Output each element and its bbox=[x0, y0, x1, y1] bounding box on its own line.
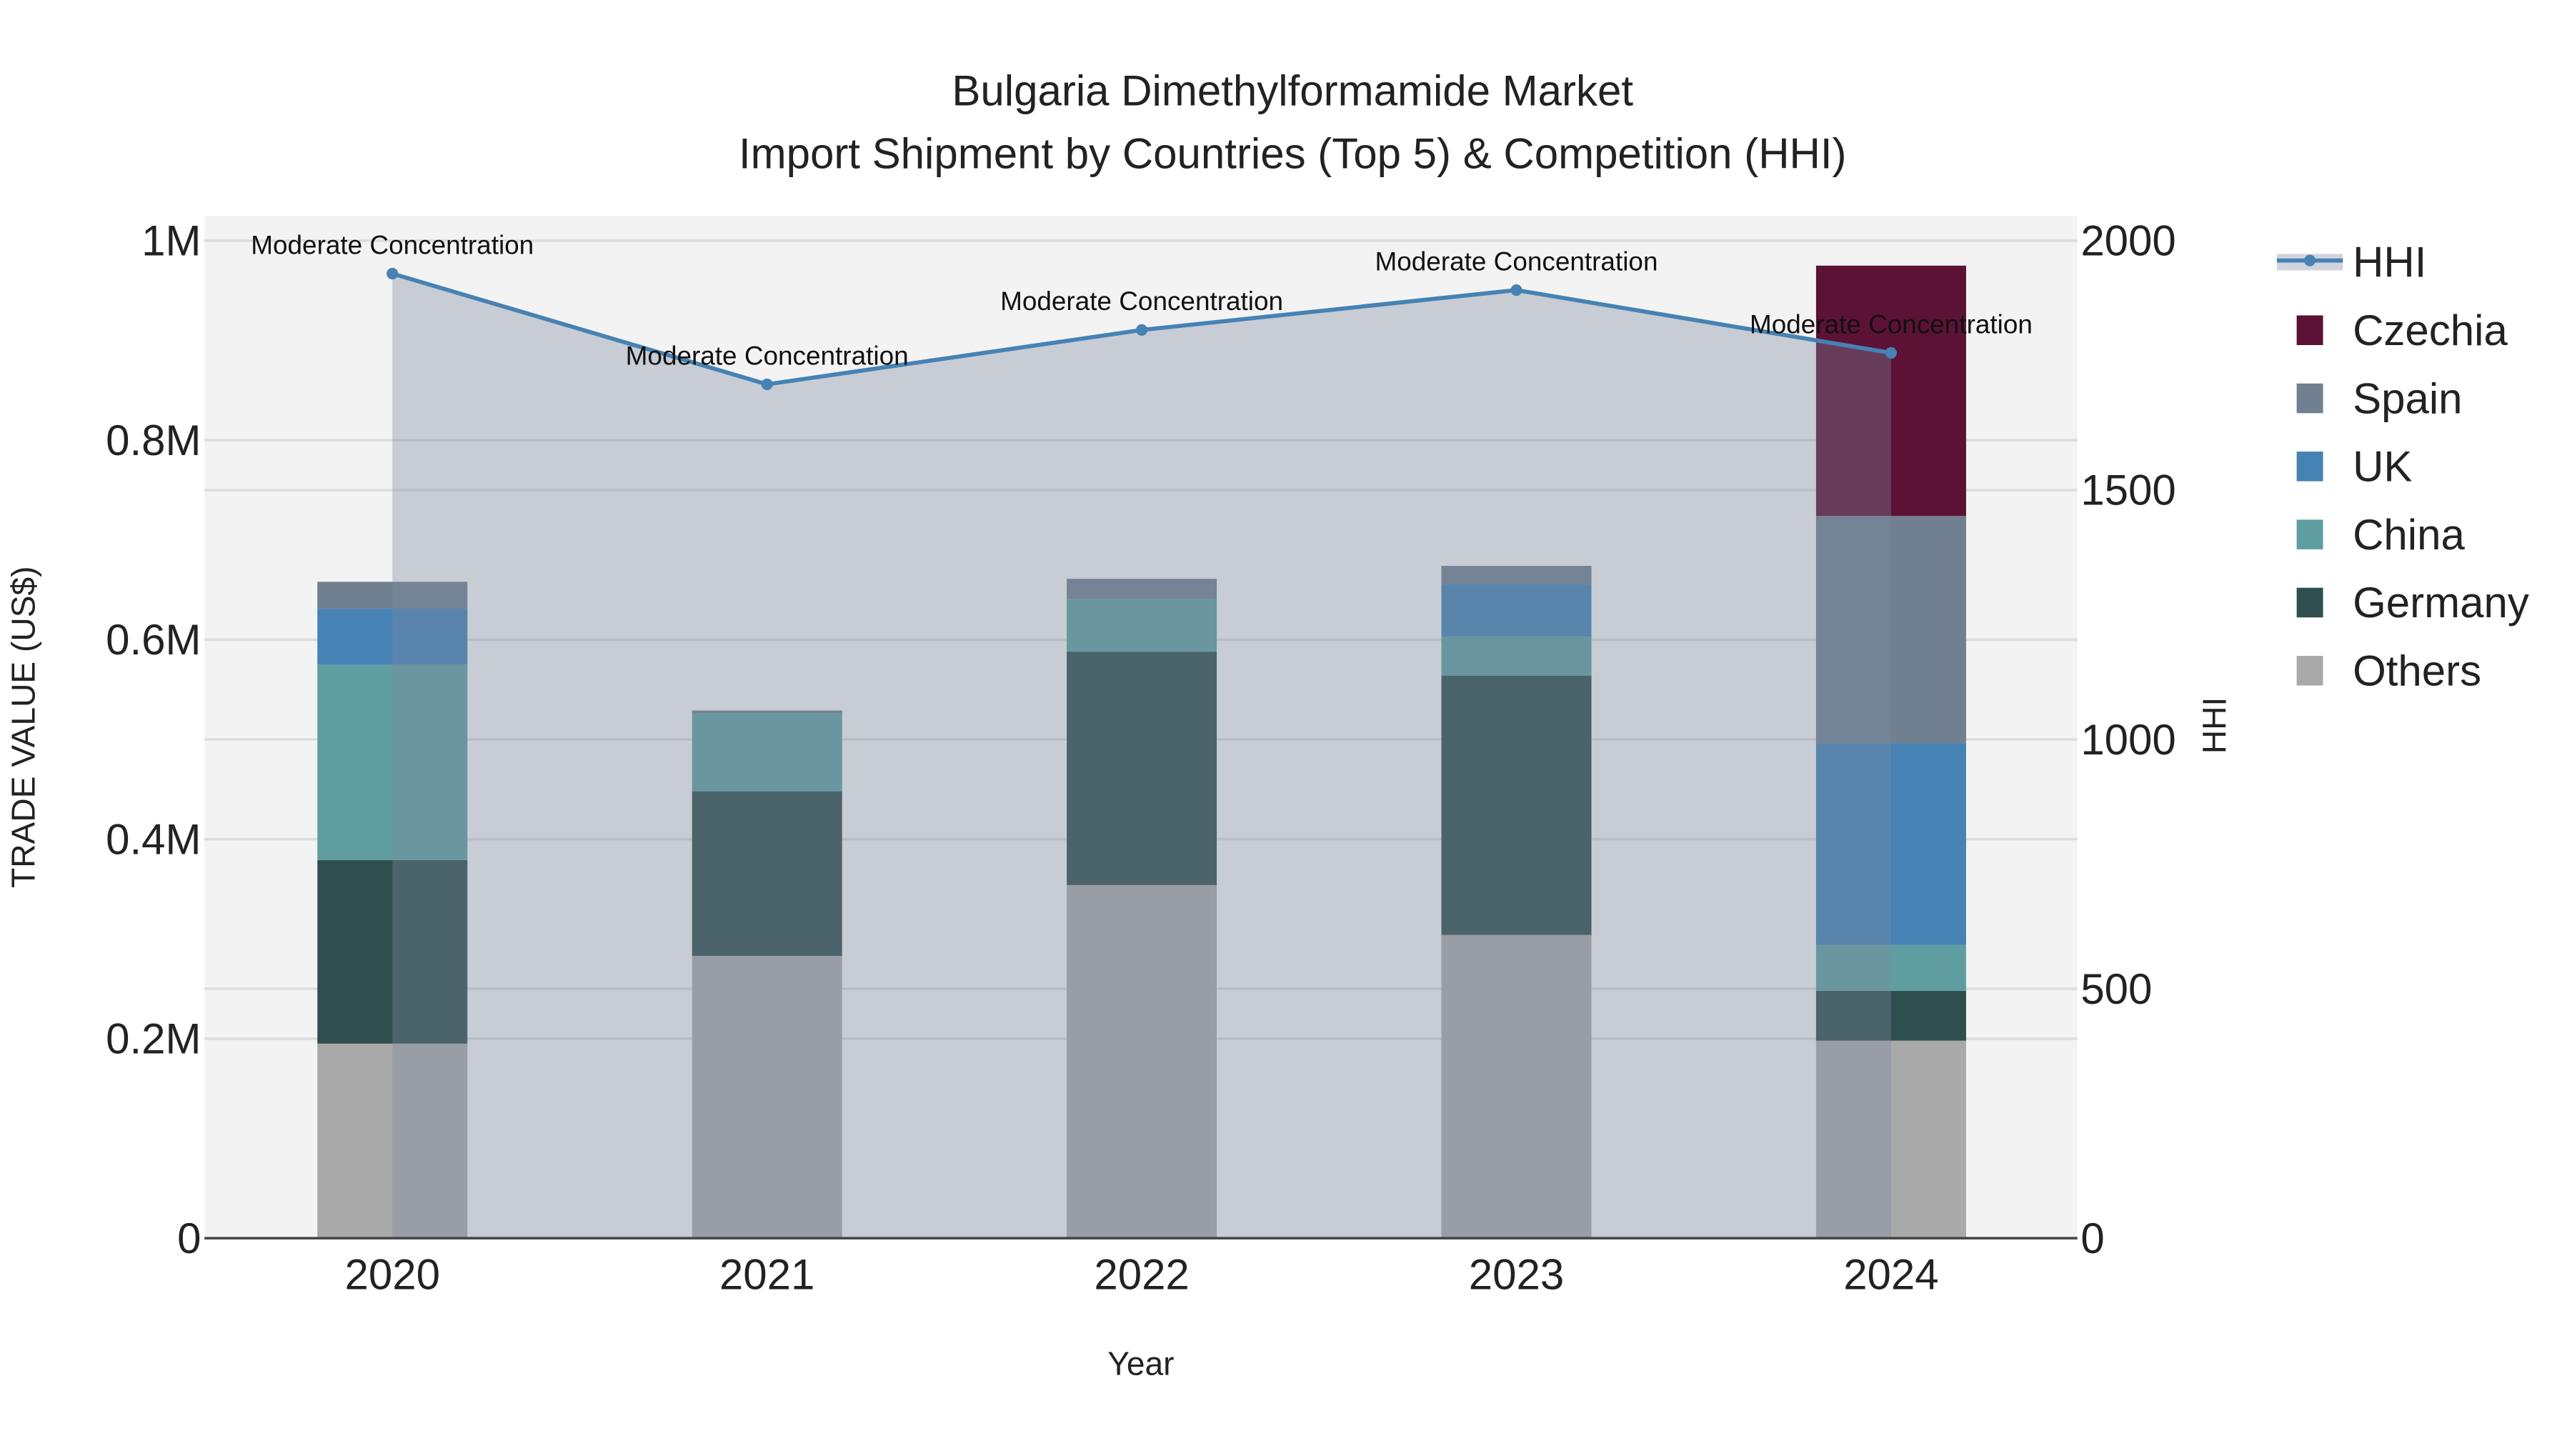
legend-item-czechia[interactable]: Czechia bbox=[2296, 306, 2508, 354]
legend-label: Czechia bbox=[2353, 306, 2508, 354]
bar-uk-2020 bbox=[317, 609, 468, 665]
x-axis-title: Year bbox=[1107, 1345, 1174, 1382]
legend-item-germany[interactable]: Germany bbox=[2296, 579, 2529, 627]
x-tick-label: 2021 bbox=[719, 1251, 814, 1299]
bar-spain-2020 bbox=[317, 582, 468, 609]
bar-germany-2022 bbox=[1067, 652, 1217, 885]
bar-china-2024 bbox=[1815, 944, 1966, 991]
hhi-point bbox=[761, 378, 773, 391]
y-tick-label: 0 bbox=[177, 1215, 201, 1262]
legend-swatch bbox=[2296, 587, 2323, 618]
chart-title: Bulgaria Dimethylformamide Market bbox=[952, 67, 1633, 115]
legend-swatch bbox=[2296, 452, 2323, 482]
y-tick-label: 0.2M bbox=[106, 1015, 201, 1063]
bar-china-2022 bbox=[1067, 599, 1217, 652]
bar-germany-2024 bbox=[1815, 990, 1966, 1041]
y2-tick-label: 2000 bbox=[2080, 217, 2175, 265]
hhi-point bbox=[1885, 346, 1898, 359]
legend-label: Others bbox=[2353, 647, 2481, 695]
legend-swatch bbox=[2296, 315, 2323, 346]
legend-label: UK bbox=[2353, 443, 2412, 491]
y2-tick-label: 1000 bbox=[2080, 716, 2175, 764]
bar-spain-2022 bbox=[1067, 579, 1217, 599]
x-tick-label: 2022 bbox=[1094, 1251, 1189, 1299]
legend-marker bbox=[2304, 254, 2316, 266]
bar-uk-2023 bbox=[1441, 584, 1592, 637]
y-tick-label: 1M bbox=[141, 217, 201, 265]
bar-germany-2020 bbox=[317, 859, 468, 1044]
bar-germany-2023 bbox=[1441, 675, 1592, 935]
y-tick-label: 0.4M bbox=[106, 815, 201, 863]
bar-others-2024 bbox=[1815, 1040, 1966, 1239]
y-tick-label: 0.8M bbox=[106, 417, 201, 464]
bar-china-2021 bbox=[692, 713, 842, 792]
x-tick-label: 2024 bbox=[1843, 1251, 1938, 1299]
y2-tick-label: 500 bbox=[2080, 965, 2152, 1013]
hhi-annotation: Moderate Concentration bbox=[626, 341, 909, 370]
bar-others-2023 bbox=[1441, 934, 1592, 1239]
bar-china-2020 bbox=[317, 664, 468, 860]
bar-spain-2023 bbox=[1441, 566, 1592, 584]
hhi-annotation: Moderate Concentration bbox=[251, 230, 534, 259]
legend-item-china[interactable]: China bbox=[2296, 511, 2466, 559]
x-tick-label: 2023 bbox=[1469, 1251, 1564, 1299]
legend-swatch bbox=[2296, 383, 2323, 414]
bar-germany-2021 bbox=[692, 791, 842, 956]
bar-others-2021 bbox=[692, 955, 842, 1239]
legend-item-hhi[interactable]: HHI bbox=[2276, 239, 2426, 286]
bar-china-2023 bbox=[1441, 637, 1592, 676]
legend-label: Germany bbox=[2353, 579, 2529, 627]
bar-czechia-2024 bbox=[1815, 265, 1966, 517]
y-axis-title: TRADE VALUE (US$) bbox=[4, 567, 41, 888]
legend-item-spain[interactable]: Spain bbox=[2296, 374, 2463, 422]
legend-label: China bbox=[2353, 511, 2465, 559]
bar-others-2022 bbox=[1067, 884, 1217, 1239]
hhi-point bbox=[1510, 284, 1522, 296]
legend-item-uk[interactable]: UK bbox=[2296, 443, 2413, 491]
y2-tick-label: 0 bbox=[2080, 1215, 2104, 1262]
legend-label: HHI bbox=[2353, 239, 2426, 286]
hhi-annotation: Moderate Concentration bbox=[1750, 309, 2033, 339]
y-tick-label: 0.6M bbox=[106, 616, 201, 664]
legend-swatch bbox=[2296, 519, 2323, 549]
hhi-point bbox=[387, 267, 399, 280]
y2-axis-title: HHI bbox=[2195, 697, 2233, 754]
hhi-area bbox=[392, 273, 1891, 1239]
y2-tick-label: 1500 bbox=[2080, 467, 2175, 514]
bar-uk-2024 bbox=[1815, 743, 1966, 945]
legend-label: Spain bbox=[2353, 374, 2462, 422]
bar-others-2020 bbox=[317, 1043, 468, 1239]
hhi-point bbox=[1136, 324, 1148, 336]
bar-spain-2021 bbox=[692, 710, 842, 714]
hhi-annotation: Moderate Concentration bbox=[1375, 246, 1658, 276]
legend-item-others[interactable]: Others bbox=[2296, 647, 2482, 695]
legend-swatch bbox=[2296, 656, 2323, 686]
hhi-annotation: Moderate Concentration bbox=[1000, 286, 1283, 316]
chart-subtitle: Import Shipment by Countries (Top 5) & C… bbox=[739, 129, 1847, 177]
bar-spain-2024 bbox=[1815, 516, 1966, 744]
x-tick-label: 2020 bbox=[344, 1251, 439, 1299]
